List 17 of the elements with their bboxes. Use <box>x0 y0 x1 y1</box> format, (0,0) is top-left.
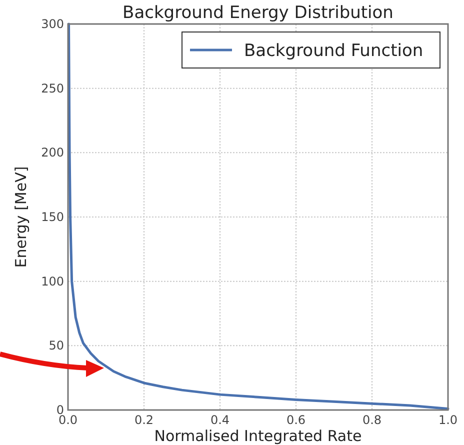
x-tick-label: 1.0 <box>438 413 458 427</box>
legend-label: Background Function <box>244 41 424 61</box>
y-tick-label: 100 <box>41 274 64 288</box>
line-series <box>68 22 450 410</box>
y-tick-label: 200 <box>41 146 64 160</box>
y-tick-label: 150 <box>41 210 64 224</box>
y-tick-label: 250 <box>41 81 64 96</box>
x-axis-title: Normalised Integrated Rate <box>154 427 362 445</box>
x-tick-label: 0.6 <box>286 413 306 427</box>
x-tick-label: 0.8 <box>362 413 382 427</box>
y-tick-label: 50 <box>48 338 64 353</box>
y-tick-label: 300 <box>41 17 64 31</box>
y-axis-title: Energy [MeV] <box>12 166 30 268</box>
x-tick-label: 0.0 <box>58 413 78 427</box>
chart-title: Background Energy Distribution <box>122 3 394 23</box>
x-tick-label: 0.2 <box>134 413 154 427</box>
x-tick-label: 0.4 <box>210 413 230 427</box>
